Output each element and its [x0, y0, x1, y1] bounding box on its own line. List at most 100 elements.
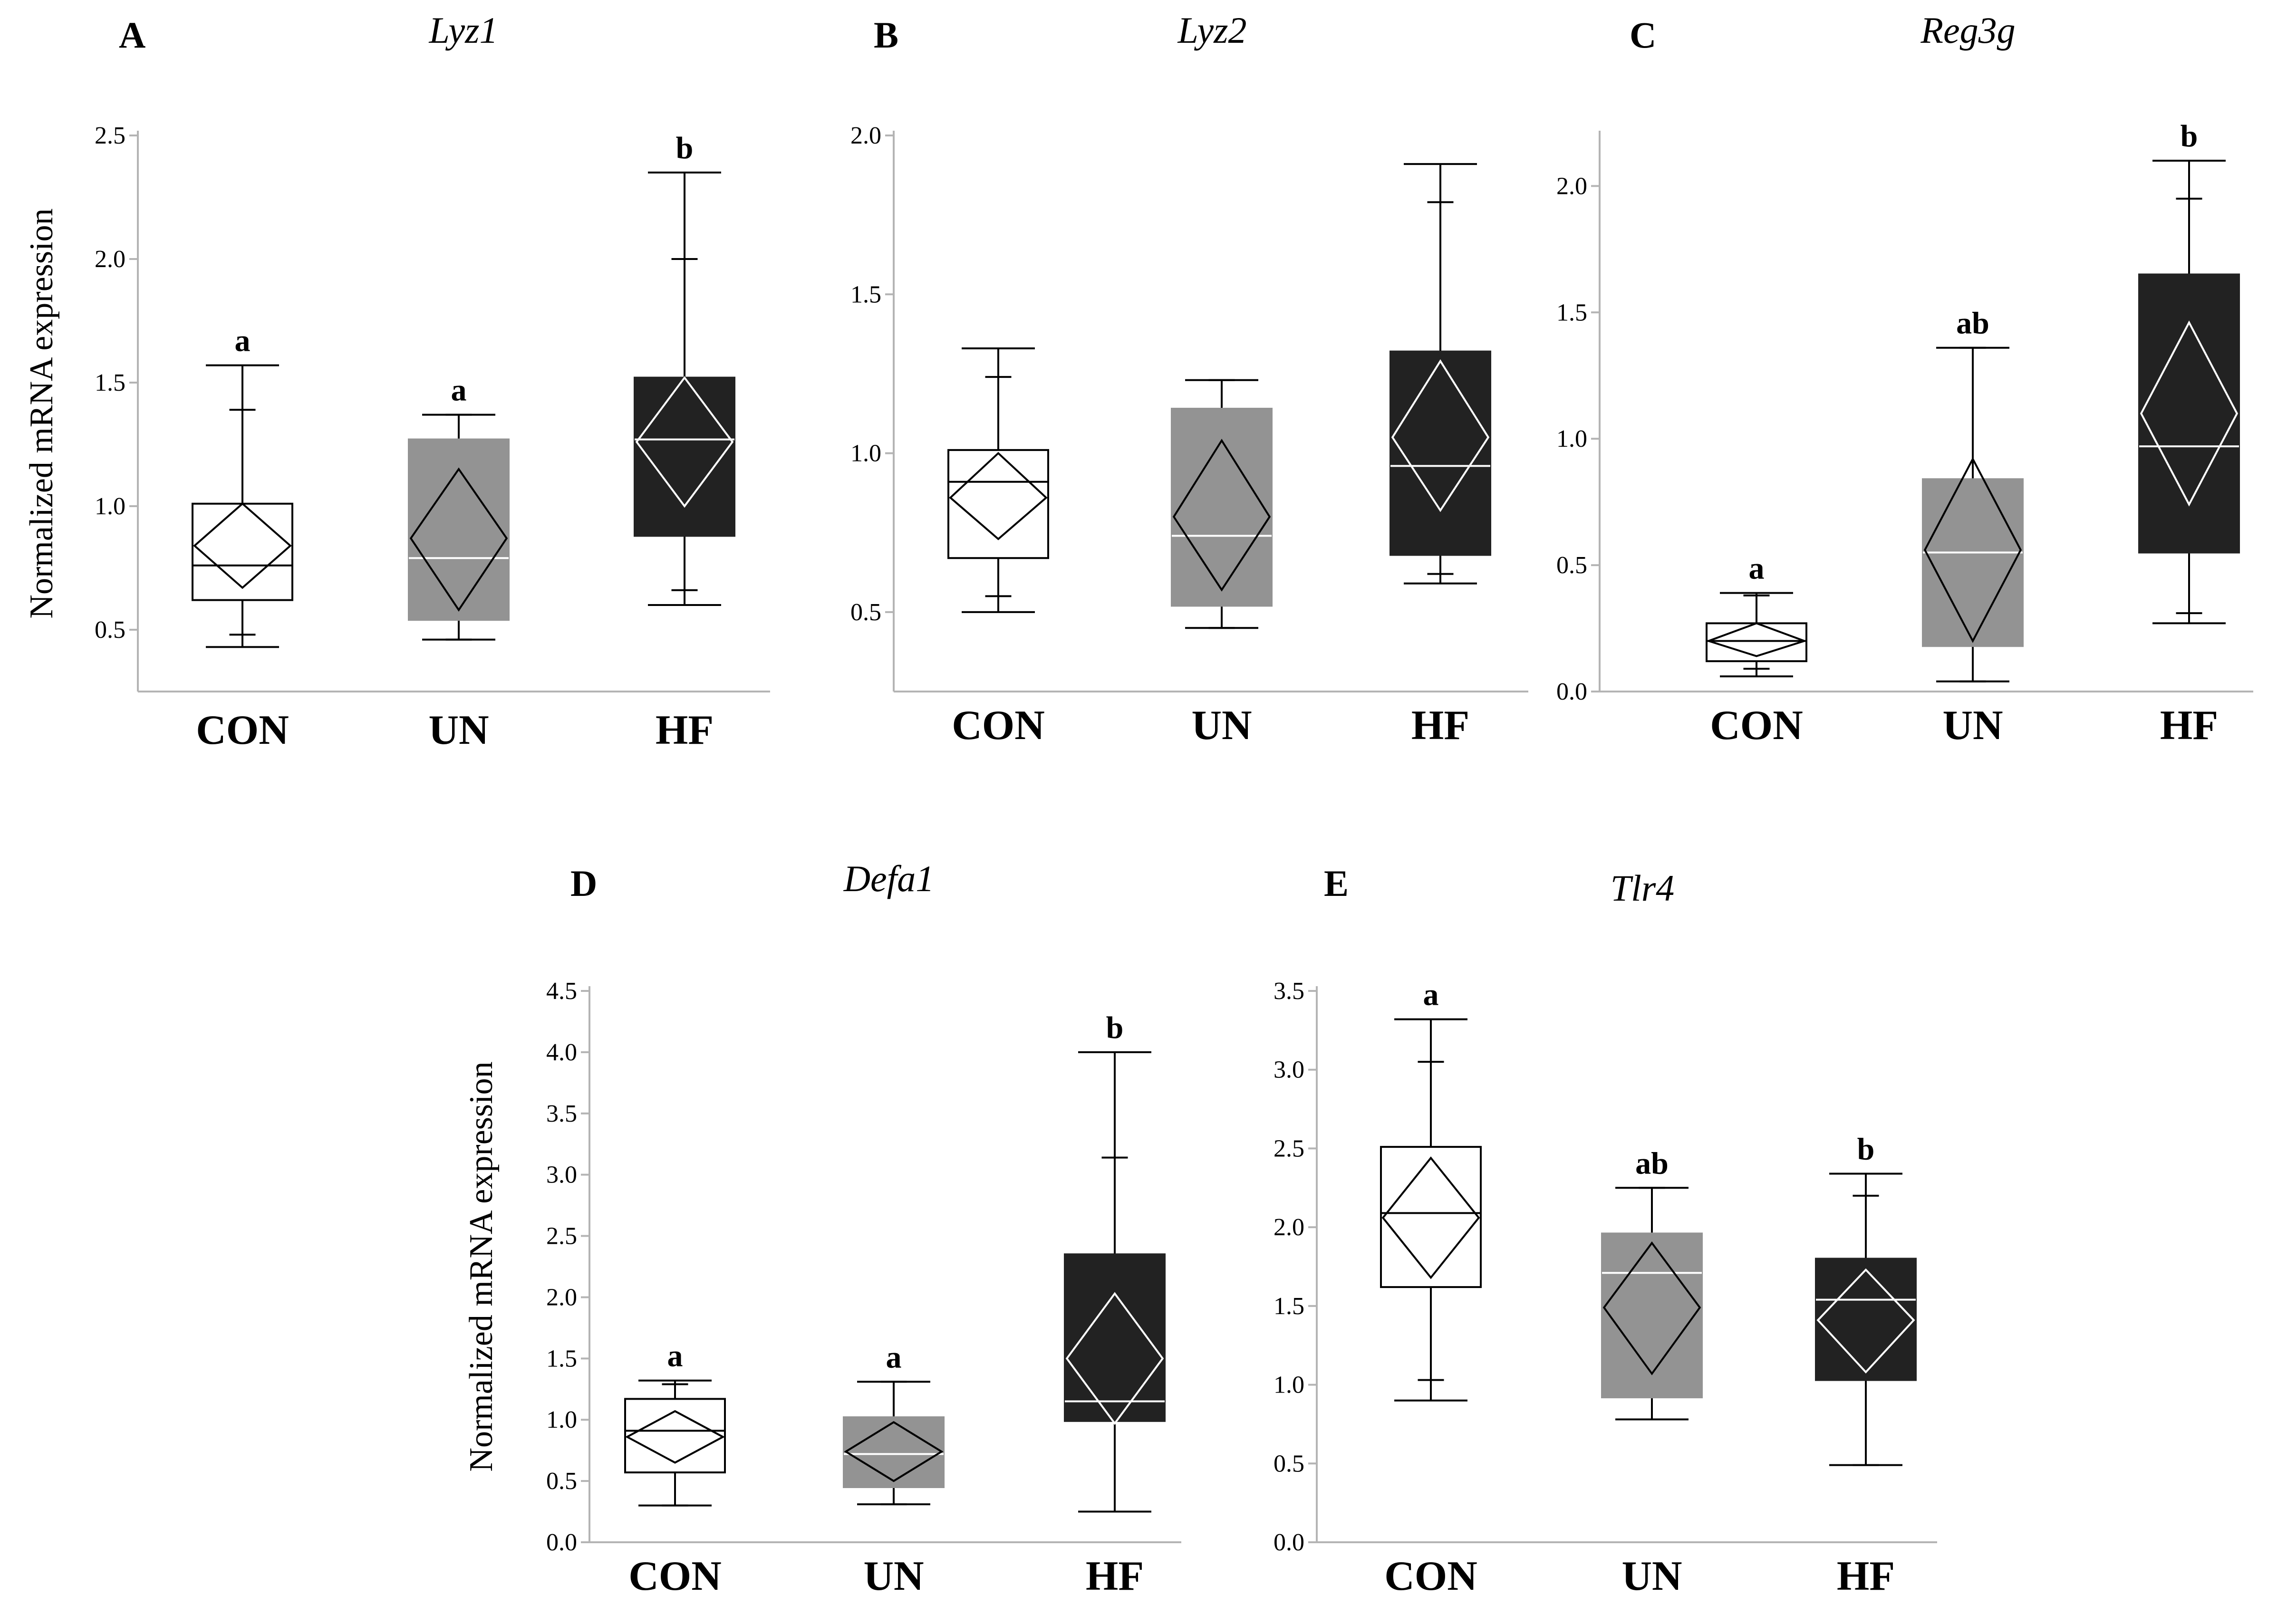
- significance-label: a: [886, 1340, 902, 1374]
- significance-label: a: [1423, 978, 1439, 1012]
- means-diamond: [1172, 439, 1271, 592]
- significance-label: b: [1857, 1132, 1875, 1166]
- significance-label: b: [676, 131, 694, 165]
- y-tick-label: 1.0: [95, 493, 125, 520]
- significance-label: b: [1106, 1010, 1124, 1045]
- iqr-box: [1922, 478, 2024, 647]
- panel-letter: B: [874, 14, 898, 56]
- means-diamond: [1706, 622, 1807, 657]
- means-diamond: [949, 452, 1048, 540]
- x-category-label: CON: [1710, 702, 1803, 749]
- panel-letter: E: [1324, 863, 1349, 904]
- panel-d: D Defa1 Normalized mRNA expression 0.0 0.5 1.…: [463, 858, 1181, 1599]
- box-con: a: [1706, 551, 1807, 678]
- means-diamond: [1381, 1156, 1480, 1279]
- box-con: a: [624, 1339, 726, 1507]
- y-tick-label: 3.5: [546, 1100, 577, 1127]
- y-axis-title: Normalized mRNA expression: [463, 1061, 500, 1471]
- box-hf: b: [1815, 1132, 1917, 1466]
- y-tick-label: 0.5: [95, 616, 125, 644]
- box-con: a: [192, 324, 293, 648]
- y-tick-label: 1.5: [850, 281, 881, 308]
- means-diamond: [844, 1421, 944, 1482]
- box-un: a: [408, 373, 510, 641]
- box-con: a: [1380, 978, 1482, 1402]
- means-diamond: [409, 467, 508, 612]
- x-category-label: HF: [2160, 702, 2218, 749]
- chart-title: Lyz2: [1177, 10, 1246, 51]
- iqr-box: [1064, 1253, 1166, 1422]
- y-tick-label: 1.0: [850, 440, 881, 467]
- y-tick-label: 0.0: [1274, 1529, 1304, 1556]
- significance-label: b: [2181, 119, 2198, 154]
- panel-a: A Lyz1 Normalized mRNA expression 0.5 1.0 1.5…: [23, 10, 770, 753]
- x-category-label: CON: [628, 1553, 722, 1599]
- panel-letter: D: [570, 863, 597, 904]
- box-hf: b: [2138, 119, 2240, 625]
- y-tick-label: 2.0: [1274, 1214, 1304, 1241]
- y-tick-label: 0.5: [1556, 552, 1587, 579]
- x-category-label: UN: [1621, 1553, 1682, 1599]
- iqr-box: [408, 438, 510, 621]
- box-hf: [1390, 163, 1491, 585]
- y-tick-label: 1.5: [1556, 299, 1587, 326]
- iqr-box: [1390, 350, 1491, 556]
- means-diamond: [2140, 320, 2239, 507]
- y-axis-title: Normalized mRNA expression: [23, 208, 60, 618]
- means-diamond: [193, 502, 292, 589]
- iqr-box: [1380, 1146, 1482, 1288]
- box-un: ab: [1922, 306, 2024, 682]
- y-tick-label: 0.5: [546, 1468, 577, 1495]
- y-tick-label: 0.5: [850, 599, 881, 626]
- box-un: a: [843, 1340, 945, 1506]
- x-category-label: CON: [1384, 1553, 1477, 1599]
- significance-label: a: [451, 373, 467, 408]
- panel-letter: A: [119, 14, 145, 56]
- iqr-box: [634, 376, 735, 537]
- iqr-box: [843, 1416, 945, 1488]
- box-con: [947, 347, 1049, 613]
- x-category-label: UN: [1942, 702, 2003, 749]
- x-category-label: HF: [656, 707, 714, 753]
- panel-e: E Tlr4 0.0 0.5 1.0 1.5 2.0 2.5 3.0 3.5 a CON ab UN b HF: [1274, 863, 1937, 1599]
- y-tick-label: 3.0: [1274, 1057, 1304, 1084]
- significance-label: ab: [1956, 306, 1989, 341]
- iqr-box: [1815, 1258, 1917, 1381]
- significance-label: a: [1749, 551, 1765, 586]
- box-un: [1171, 379, 1273, 629]
- iqr-box: [1706, 622, 1807, 663]
- x-category-label: CON: [952, 702, 1045, 749]
- y-tick-label: 0.0: [1556, 678, 1587, 705]
- chart-title: Tlr4: [1611, 867, 1674, 909]
- box-hf: b: [634, 131, 735, 606]
- box-un: ab: [1601, 1146, 1703, 1421]
- means-diamond: [625, 1410, 725, 1464]
- y-tick-label: 4.0: [546, 1039, 577, 1066]
- iqr-box: [2138, 273, 2240, 554]
- y-tick-label: 1.0: [546, 1406, 577, 1433]
- y-tick-label: 1.5: [1274, 1293, 1304, 1320]
- y-tick-label: 2.5: [95, 122, 125, 149]
- significance-label: a: [667, 1339, 683, 1374]
- y-tick-label: 1.5: [546, 1345, 577, 1372]
- significance-label: ab: [1635, 1146, 1669, 1181]
- y-tick-label: 0.5: [1274, 1450, 1304, 1477]
- iqr-box: [1171, 407, 1273, 607]
- iqr-box: [192, 502, 293, 601]
- y-tick-label: 2.0: [1556, 173, 1587, 200]
- means-diamond: [1391, 359, 1490, 512]
- x-category-label: UN: [863, 1553, 924, 1599]
- y-tick-label: 4.5: [546, 978, 577, 1005]
- iqr-box: [947, 449, 1049, 559]
- means-diamond: [1065, 1292, 1164, 1425]
- means-diamond: [1923, 457, 2022, 643]
- x-category-label: UN: [428, 707, 489, 753]
- y-tick-label: 2.5: [546, 1223, 577, 1250]
- y-tick-label: 3.0: [546, 1162, 577, 1189]
- iqr-box: [624, 1398, 726, 1474]
- x-category-label: HF: [1086, 1553, 1144, 1599]
- means-diamond: [1816, 1268, 1915, 1374]
- chart-title: Reg3g: [1920, 10, 2015, 51]
- chart-title: Defa1: [843, 858, 935, 899]
